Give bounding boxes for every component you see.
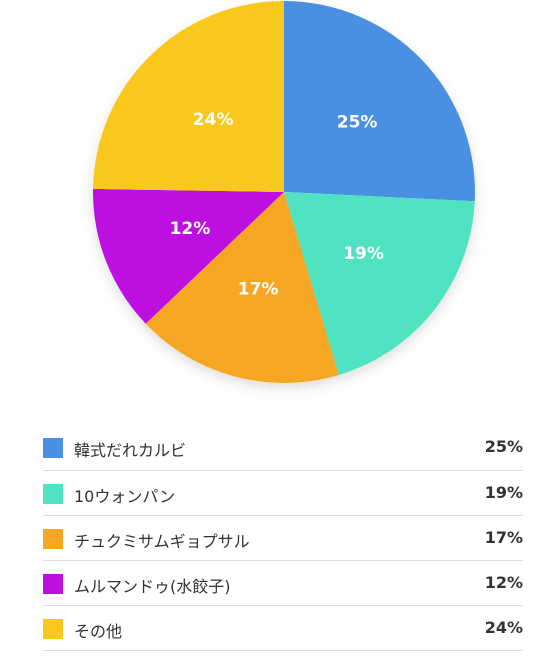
pie-slice-label: 19%	[343, 244, 384, 264]
legend-label: 韓式だれカルビ	[74, 441, 187, 460]
legend-label: 10ウォンパン	[74, 487, 176, 506]
legend-label: ムルマンドゥ(水餃子)	[74, 577, 231, 596]
legend-label: その他	[74, 622, 123, 641]
legend-item: その他 24%	[43, 606, 523, 651]
pie-slice	[93, 188, 284, 324]
legend-swatch	[43, 619, 63, 639]
legend-value: 17%	[484, 528, 523, 547]
legend-label: チュクミサムギョプサル	[74, 532, 250, 551]
legend-value: 12%	[484, 573, 523, 592]
legend-item: 韓式だれカルビ 25%	[43, 425, 523, 471]
pie-slice-labels: 25% 19% 17% 12% 24%	[170, 110, 384, 300]
legend-swatch	[43, 438, 63, 458]
pie-slice	[284, 1, 475, 202]
legend-swatch	[43, 529, 63, 549]
pie-slice-label: 24%	[193, 110, 234, 130]
pie-slice-label: 17%	[238, 280, 279, 300]
legend-swatch	[43, 484, 63, 504]
legend-swatch	[43, 574, 63, 594]
legend-item: チュクミサムギョプサル 17%	[43, 516, 523, 561]
pie-chart: 25% 19% 17% 12% 24%	[93, 1, 475, 383]
pie-slice	[93, 1, 284, 192]
legend: 韓式だれカルビ 25% 10ウォンパン 19% チュクミサムギョプサル 17% …	[43, 425, 523, 651]
pie-slice	[145, 192, 339, 383]
pie-slices	[93, 1, 475, 383]
legend-value: 25%	[484, 437, 523, 456]
pie-chart-svg: 25% 19% 17% 12% 24%	[93, 1, 475, 383]
legend-item: ムルマンドゥ(水餃子) 12%	[43, 561, 523, 606]
pie-slice-label: 25%	[337, 112, 378, 132]
pie-slice-label: 12%	[170, 219, 211, 239]
legend-item: 10ウォンパン 19%	[43, 471, 523, 516]
legend-value: 19%	[484, 483, 523, 502]
pie-slice	[284, 192, 475, 375]
legend-value: 24%	[484, 618, 523, 637]
